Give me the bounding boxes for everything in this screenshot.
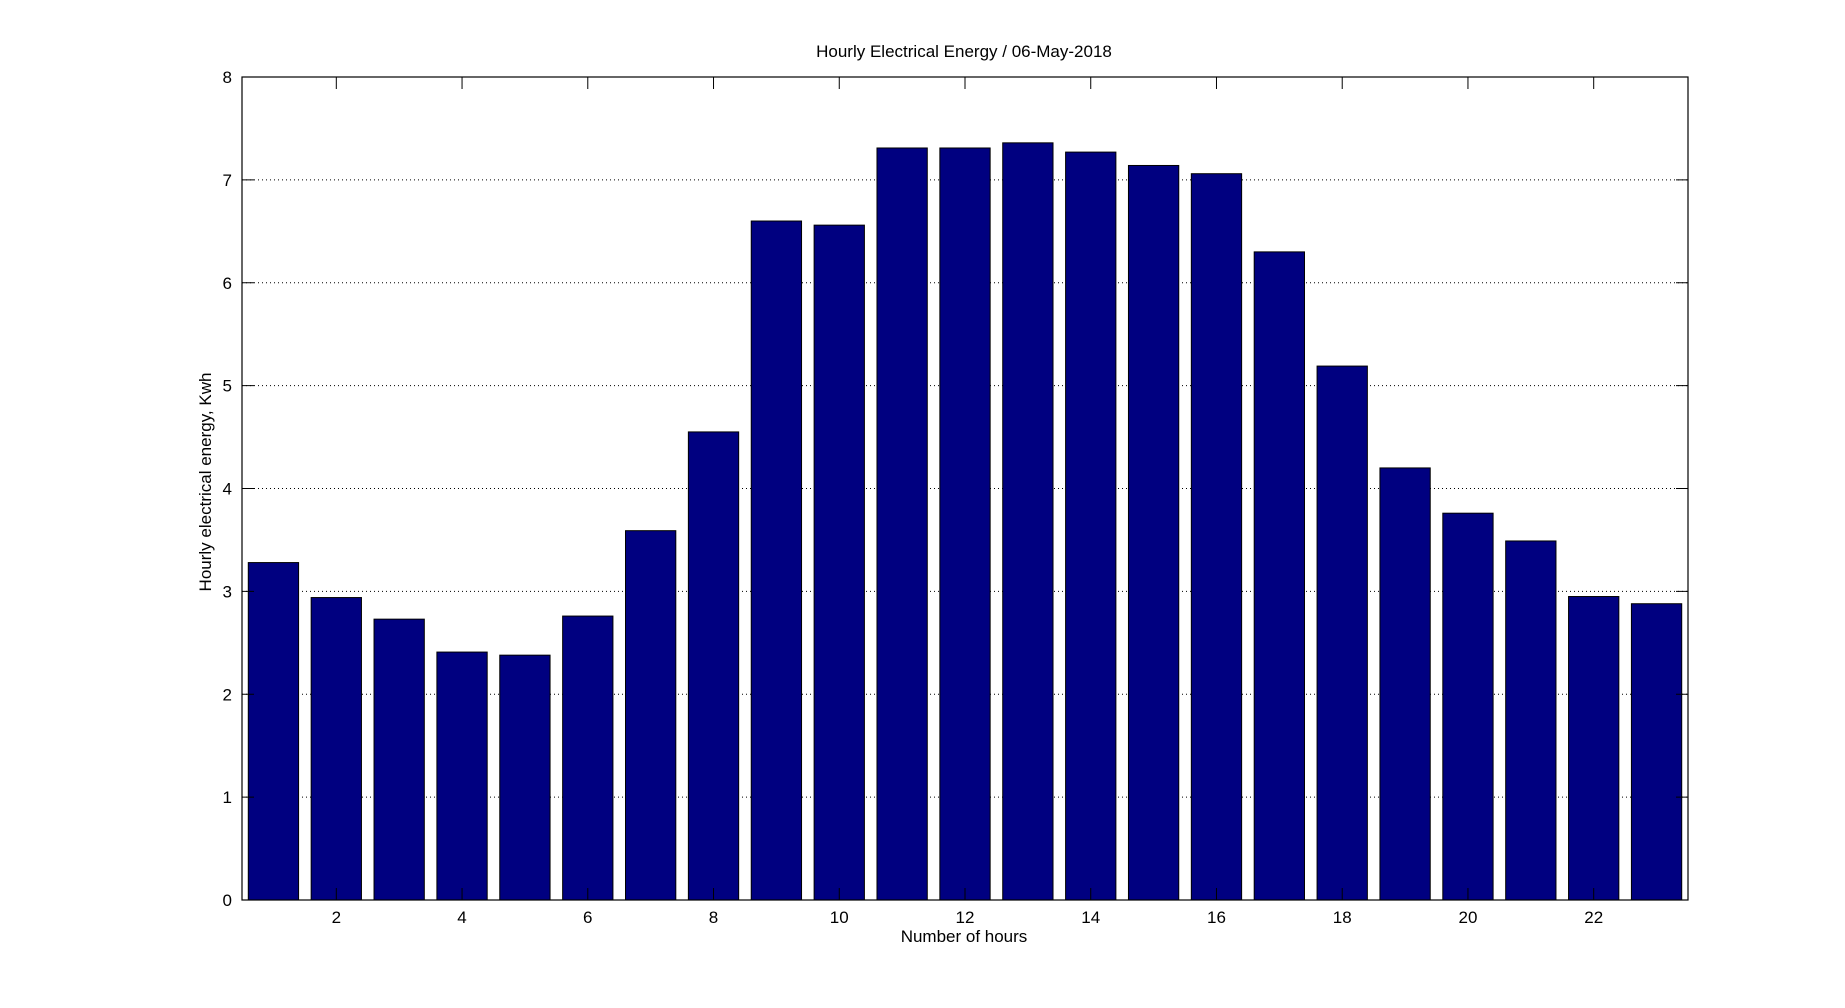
bar — [687, 431, 740, 901]
bar — [373, 618, 425, 901]
bar — [436, 651, 488, 901]
bar — [562, 615, 614, 901]
x-tick-label: 4 — [457, 908, 466, 927]
x-tick-label: 8 — [709, 908, 718, 927]
y-tick-label: 4 — [223, 480, 232, 499]
bar — [1316, 365, 1368, 901]
chart-title: Hourly Electrical Energy / 06-May-2018 — [816, 42, 1112, 61]
y-tick-label: 3 — [223, 582, 232, 601]
bar — [1253, 251, 1305, 901]
y-tick-label: 0 — [223, 891, 232, 910]
bar — [1379, 467, 1431, 901]
bar — [625, 530, 677, 901]
bar — [1568, 596, 1620, 901]
bar — [1630, 603, 1683, 901]
y-tick-label: 6 — [223, 274, 232, 293]
x-tick-label: 20 — [1458, 908, 1477, 927]
bar — [1442, 512, 1494, 901]
bar — [939, 147, 991, 901]
bar — [310, 597, 362, 901]
x-tick-label: 10 — [830, 908, 849, 927]
bar — [813, 224, 865, 901]
bar — [876, 147, 928, 901]
y-tick-label: 2 — [223, 685, 232, 704]
bar — [1505, 540, 1557, 901]
bar — [1190, 173, 1243, 901]
ticks — [242, 76, 1688, 901]
bar — [1127, 164, 1180, 901]
bar — [247, 562, 300, 901]
bars — [247, 142, 1683, 901]
y-tick-label: 1 — [223, 788, 232, 807]
x-tick-label: 12 — [956, 908, 975, 927]
bar — [499, 654, 551, 901]
y-tick-label: 8 — [223, 68, 232, 87]
x-tick-label: 18 — [1333, 908, 1352, 927]
x-axis-label: Number of hours — [901, 927, 1028, 946]
y-axis-label: Hourly electrical energy, Kwh — [196, 373, 215, 592]
bar — [750, 220, 803, 901]
x-tick-label: 16 — [1207, 908, 1226, 927]
y-tick-label: 7 — [223, 171, 232, 190]
x-tick-label: 22 — [1584, 908, 1603, 927]
x-tick-label: 6 — [583, 908, 592, 927]
y-tick-label: 5 — [223, 377, 232, 396]
bar — [1065, 151, 1117, 901]
x-tick-label: 14 — [1081, 908, 1100, 927]
x-tick-label: 2 — [332, 908, 341, 927]
bar — [1002, 142, 1054, 901]
